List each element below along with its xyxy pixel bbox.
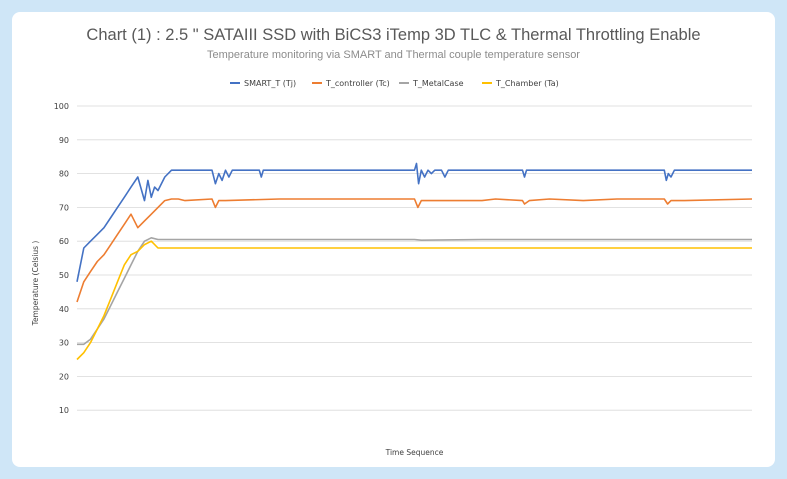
legend-label-t-metalcase: T_MetalCase — [412, 79, 464, 88]
chart-subtitle: Temperature monitoring via SMART and The… — [207, 49, 580, 61]
y-tick-label-70: 70 — [59, 203, 69, 212]
series-line-smart-t-tj — [76, 162, 752, 282]
y-tick-label-30: 30 — [59, 339, 69, 348]
chart-frame: Chart (1) : 2.5 " SATAIII SSD with BiCS3… — [12, 12, 775, 467]
y-tick-label-100: 100 — [54, 102, 69, 111]
y-tick-label-20: 20 — [59, 372, 69, 381]
chart-title: Chart (1) : 2.5 " SATAIII SSD with BiCS3… — [86, 26, 701, 44]
series-line-t-controller-tc — [76, 198, 753, 303]
y-tick-label-10: 10 — [59, 406, 69, 415]
legend-label-t-chamber-ta: T_Chamber (Ta) — [495, 79, 559, 88]
x-axis-label: Time Sequence — [385, 448, 444, 457]
series-line-t-chamber-ta — [76, 240, 752, 361]
y-axis-label: Temperature (Celsius ) — [31, 241, 40, 327]
y-tick-label-40: 40 — [59, 305, 69, 314]
y-tick-label-90: 90 — [59, 136, 69, 145]
chart-svg: 10 20 30 40 50 60 70 80 90 100 Time Sequence Temper… — [31, 79, 753, 457]
series-line-t-metalcase — [77, 237, 752, 346]
y-tick-label-80: 80 — [59, 170, 69, 179]
legend-label-smart-t-tj: SMART_T (Tj) — [244, 79, 296, 88]
y-tick-label-60: 60 — [59, 237, 69, 246]
legend-label-t-controller-tc: T_controller (Tc) — [325, 79, 390, 88]
y-tick-label-50: 50 — [59, 271, 69, 280]
